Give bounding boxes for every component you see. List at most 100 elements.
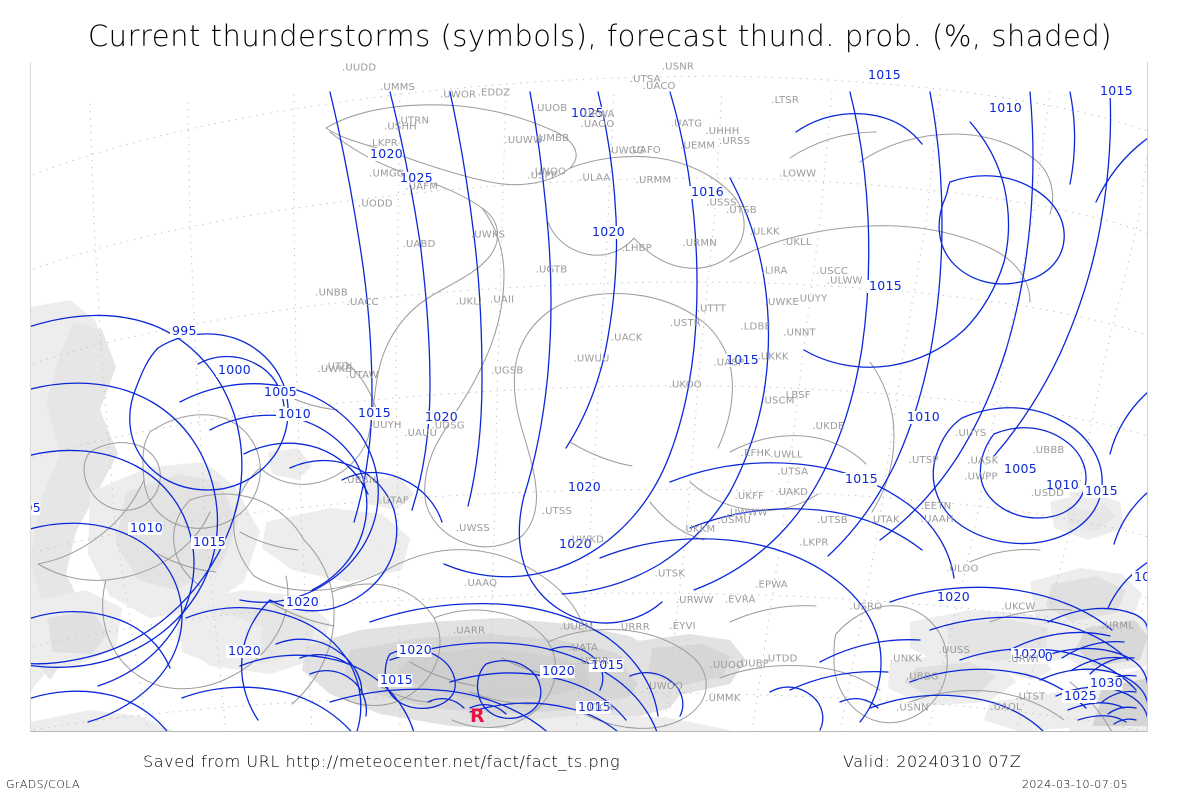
station-label: .USMU: [717, 515, 751, 526]
station-label: .UAOL: [990, 702, 1022, 713]
station-label: .LHBP: [622, 243, 652, 254]
station-label: .UASP: [713, 357, 744, 368]
isobar-label: 1000: [218, 362, 251, 377]
isobar-label: 1020: [937, 589, 970, 604]
isobar-label-mask: [191, 536, 226, 549]
station-label: .USNN: [896, 702, 929, 713]
isobar-label: 1020: [559, 536, 592, 551]
station-label: .UKKM: [682, 524, 715, 535]
isobar-label-mask: [1011, 648, 1046, 661]
isobar-label-mask: [1002, 463, 1037, 476]
station-label: .UAFO: [629, 145, 661, 156]
station-label: .UTSP: [909, 455, 939, 466]
station-label: .UACC: [347, 297, 379, 308]
map-canvas[interactable]: 995 1000 1005 1010 1015 1005 1010 1015 1020 1020 1…: [30, 62, 1148, 732]
station-label: .EYVI: [669, 621, 695, 632]
station-label: .UUDD: [342, 62, 376, 73]
station-label: .UKLI: [456, 297, 483, 308]
isobar-label-mask: [128, 522, 163, 535]
station-label: .USSS: [706, 198, 737, 209]
station-label: .UACK: [611, 333, 643, 344]
station-label: .UGSB: [491, 366, 523, 377]
isobar-label: 1015: [868, 67, 901, 82]
station-label: .UAOO: [581, 119, 615, 130]
isobar-label: 1005: [30, 500, 41, 515]
station-label: .UWSS: [456, 523, 490, 534]
station-label: .UUEM: [560, 621, 594, 632]
isobars: [30, 91, 1148, 732]
isobar-label-mask: [1083, 485, 1118, 498]
isobar-label-mask: [423, 411, 458, 424]
station-label: .EFHK: [741, 448, 772, 459]
station-label: .UTST: [1015, 691, 1046, 702]
station-label: .UUOO: [710, 660, 745, 671]
station-label: .URML: [1101, 621, 1134, 632]
station-label: .USPP: [527, 171, 557, 182]
station-label: .UWWW: [727, 508, 768, 519]
thunderstorm-symbol: R: [470, 705, 485, 727]
station-label: .UUYH: [369, 420, 401, 431]
station-label: .LTCR: [586, 702, 614, 713]
station-label: .UATA: [568, 642, 598, 653]
isobar-label: 1015: [1100, 83, 1133, 98]
station-label: .UAAH: [921, 514, 954, 525]
isobar-label: 1015: [1085, 483, 1118, 498]
isobar-label-group: 995 1000 1005 1010 1015 1005 1010 1015 1020 1020 1…: [30, 67, 1148, 714]
station-label: .LOWW: [779, 169, 816, 180]
station-label: .UWKS: [471, 230, 505, 241]
station-label: .EETN: [921, 501, 951, 512]
station-label: .UTTT: [697, 304, 727, 315]
isobar-label: 1015: [380, 672, 413, 687]
station-label: .USTR: [670, 318, 701, 329]
station-label: .UNKK: [890, 654, 922, 665]
station-label: .UGTB: [536, 264, 568, 275]
station-label: .UKDE: [812, 421, 844, 432]
isobar-label: 1020: [542, 663, 575, 678]
isobar-label-mask: [170, 325, 197, 338]
station-label: .UUBP: [737, 659, 769, 670]
station-label: .UKLL: [783, 237, 812, 248]
isobar-label-mask: [589, 659, 624, 672]
station-label: .UWKE: [765, 297, 799, 308]
isobar-label-mask: [1098, 85, 1133, 98]
station-label: .URWA: [581, 109, 615, 120]
station-label: .LKPR: [799, 538, 828, 549]
station-label: .UTSB: [817, 515, 848, 526]
station-label: .UWPP: [964, 472, 997, 483]
station-label: .UWOO: [646, 681, 683, 692]
isobar-label: 995: [172, 323, 197, 338]
station-label: .USHH: [384, 122, 417, 133]
station-label: .UAFM: [405, 182, 438, 193]
station-label: .UTSA: [630, 74, 661, 85]
station-label: .UTAK: [870, 515, 900, 526]
station-label: .UAUU: [404, 428, 437, 439]
station-label: .UKOO: [669, 380, 702, 391]
storm-symbol-group: R: [470, 705, 485, 727]
isobar-label: 1020: [592, 224, 625, 239]
station-label: .UKFF: [735, 491, 765, 502]
isobar-label: 1020: [1013, 646, 1046, 661]
isobar-label: 1025: [571, 105, 604, 120]
station-label: .USCC: [816, 266, 848, 277]
isobar-label-mask: [935, 591, 970, 604]
station-label: .UODD: [358, 198, 393, 209]
map-svg: 995 1000 1005 1010 1015 1005 1010 1015 1020 1020 1…: [30, 62, 1148, 732]
isobar-label-mask: [843, 473, 878, 486]
station-label: .ULOO: [946, 564, 978, 575]
station-label: .LTSR: [771, 95, 799, 106]
station-label: .UMMS: [380, 82, 415, 93]
isobar-label: 1015: [845, 471, 878, 486]
station-label: .LIRA: [762, 266, 788, 277]
station-label: .UATG: [671, 118, 702, 129]
station-label: .UTDD: [765, 653, 798, 664]
station-label: .UHHH: [705, 126, 739, 137]
isobar-label: 1015: [591, 657, 624, 672]
station-label: .LDBE: [740, 322, 771, 333]
page-title: Current thunderstorms (symbols), forecas…: [87, 19, 1113, 53]
station-label: .UWKD: [568, 534, 604, 545]
isobar-label: 1025: [1064, 688, 1097, 703]
station-label: .URWI: [1008, 654, 1039, 665]
station-label: .UDSG: [431, 421, 464, 432]
isobar-label-mask: [398, 172, 433, 185]
